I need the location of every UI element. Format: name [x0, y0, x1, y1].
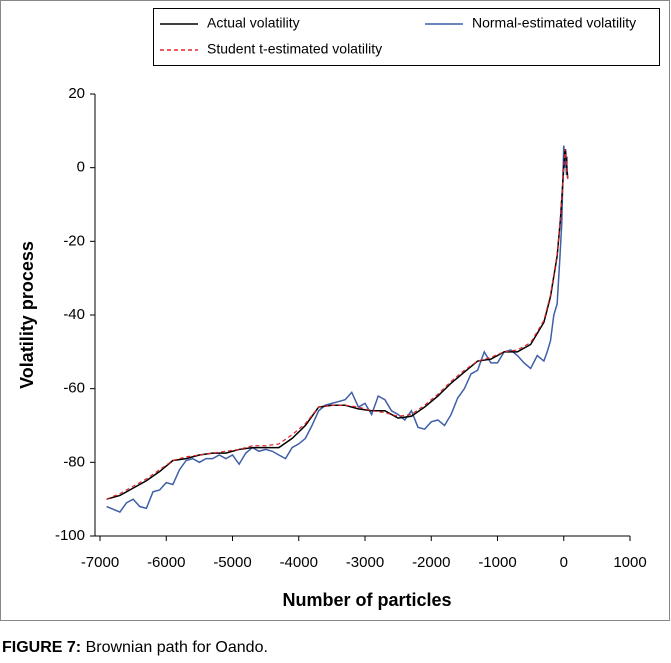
y-tick-label: 0: [77, 159, 85, 176]
caption: FIGURE 7: Brownian path for Oando.: [2, 639, 268, 656]
x-tick-label: 1000: [613, 554, 646, 571]
x-tick-label: -3000: [346, 554, 384, 571]
y-axis-title: Volatility process: [17, 241, 37, 389]
y-tick-label: -80: [63, 453, 85, 470]
chart-border: [0, 0, 670, 621]
y-tick-label: -20: [63, 232, 85, 249]
x-axis-title: Number of particles: [282, 590, 451, 610]
series-line: [106, 149, 569, 500]
x-tick-label: -2000: [412, 554, 450, 571]
x-tick-label: -7000: [81, 554, 119, 571]
y-tick-label: -60: [63, 380, 85, 397]
legend-label: Normal-estimated volatility: [472, 15, 636, 31]
y-tick-label: -100: [55, 527, 85, 544]
x-tick-label: -6000: [147, 554, 185, 571]
legend-label: Actual volatility: [207, 15, 300, 31]
series-line: [106, 145, 568, 513]
x-tick-label: -1000: [478, 554, 516, 571]
x-tick-label: -5000: [213, 554, 251, 571]
caption-label: FIGURE 7:: [2, 639, 81, 656]
y-tick-label: -40: [63, 306, 85, 323]
x-tick-label: -4000: [280, 554, 318, 571]
y-tick-label: 20: [68, 85, 85, 102]
legend-label: Student t-estimated volatility: [207, 41, 382, 57]
series-line: [106, 149, 569, 500]
x-tick-label: 0: [560, 554, 568, 571]
caption-text: Brownian path for Oando.: [86, 639, 268, 656]
legend-box: [153, 8, 660, 66]
